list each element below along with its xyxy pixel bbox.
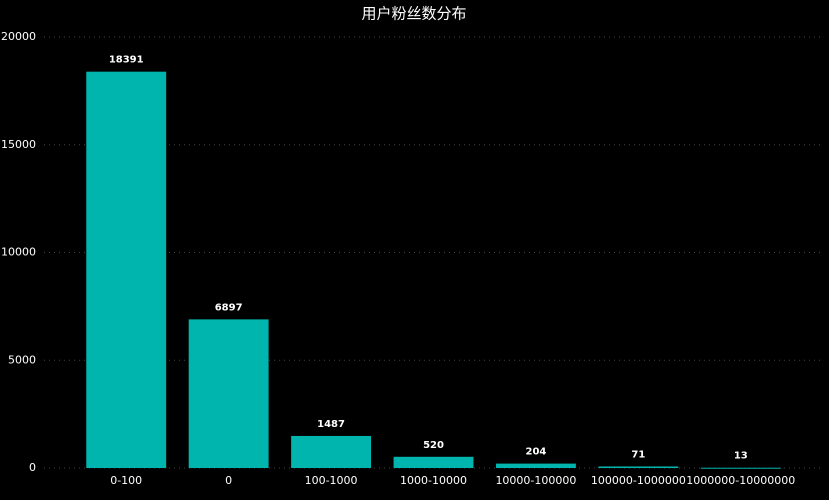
y-tick-label: 20000 [1,30,36,43]
value-label: 204 [525,447,546,458]
bar [495,463,576,468]
y-tick-label: 10000 [1,246,36,259]
x-tick-label: 10000-100000 [495,474,576,487]
value-label: 6897 [215,302,243,313]
y-tick-label: 5000 [8,353,36,366]
x-tick-label: 0-100 [110,474,142,487]
y-tick-label: 15000 [1,138,36,151]
bar [188,319,269,468]
bar [393,456,474,468]
x-tick-label: 0 [225,474,232,487]
x-tick-label: 100000-1000000 [591,474,686,487]
bar [598,466,679,468]
bar [291,435,372,468]
bar [700,467,781,469]
value-label: 13 [734,451,748,462]
x-tick-label: 1000-10000 [400,474,467,487]
value-label: 520 [423,440,444,451]
value-label: 71 [631,449,645,460]
chart-title: 用户粉丝数分布 [361,5,466,23]
x-tick-label: 1000000-10000000 [686,474,795,487]
value-label: 18391 [109,55,144,66]
x-tick-label: 100-1000 [305,474,358,487]
value-label: 1487 [317,419,345,430]
bar [86,71,167,468]
y-tick-label: 0 [29,461,36,474]
